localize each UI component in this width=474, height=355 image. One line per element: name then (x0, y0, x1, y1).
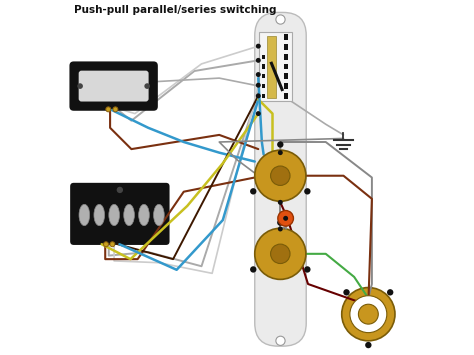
Bar (284, 93, 288, 99)
Circle shape (365, 342, 372, 348)
Circle shape (106, 107, 111, 112)
Circle shape (256, 72, 261, 77)
Ellipse shape (139, 204, 149, 226)
Circle shape (145, 83, 150, 89)
Ellipse shape (154, 204, 164, 226)
Bar (262, 74, 265, 78)
FancyBboxPatch shape (69, 61, 158, 111)
Circle shape (358, 304, 378, 324)
Bar (262, 84, 265, 88)
Ellipse shape (79, 204, 90, 226)
Bar (284, 83, 288, 89)
FancyBboxPatch shape (70, 183, 170, 245)
Bar (262, 55, 265, 59)
Circle shape (278, 200, 283, 205)
Circle shape (277, 141, 283, 148)
Circle shape (255, 150, 306, 201)
Ellipse shape (109, 204, 119, 226)
Ellipse shape (94, 204, 105, 226)
Circle shape (255, 228, 306, 279)
Bar (284, 73, 288, 79)
Circle shape (256, 44, 261, 49)
Ellipse shape (124, 204, 135, 226)
Bar (284, 34, 288, 40)
Circle shape (271, 166, 290, 185)
Circle shape (256, 83, 261, 88)
Circle shape (113, 107, 118, 112)
Circle shape (277, 219, 283, 226)
Circle shape (283, 216, 288, 221)
FancyBboxPatch shape (79, 71, 149, 102)
Circle shape (77, 83, 83, 89)
Circle shape (350, 296, 387, 333)
Circle shape (278, 150, 283, 155)
Bar (284, 54, 288, 60)
Circle shape (271, 244, 290, 263)
Circle shape (276, 15, 285, 24)
Bar (267, 36, 276, 98)
Circle shape (256, 111, 261, 116)
Circle shape (117, 187, 123, 193)
FancyBboxPatch shape (259, 32, 292, 101)
Circle shape (250, 188, 256, 195)
Text: Push-pull parallel/series switching: Push-pull parallel/series switching (73, 5, 276, 15)
Circle shape (103, 242, 109, 247)
Bar (262, 94, 265, 98)
Circle shape (387, 289, 393, 295)
Circle shape (276, 336, 285, 345)
Bar (284, 64, 288, 69)
FancyBboxPatch shape (255, 12, 306, 346)
Circle shape (278, 226, 283, 231)
Circle shape (250, 266, 256, 273)
Circle shape (278, 211, 293, 226)
Bar (262, 65, 265, 69)
Circle shape (343, 289, 350, 295)
Circle shape (256, 58, 261, 63)
Circle shape (304, 188, 310, 195)
Circle shape (304, 266, 310, 273)
Circle shape (256, 93, 261, 98)
Circle shape (110, 242, 115, 247)
Circle shape (342, 288, 395, 341)
Bar (284, 44, 288, 50)
